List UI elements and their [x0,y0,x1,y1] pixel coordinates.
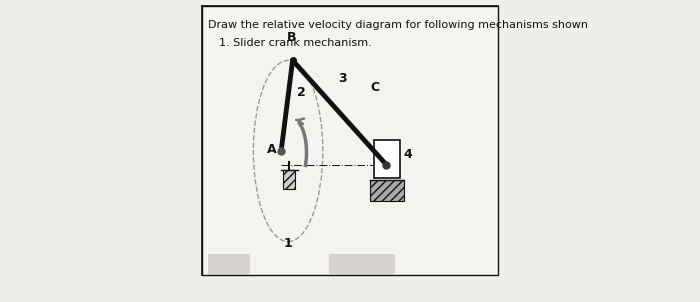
Text: 4: 4 [403,147,412,161]
Bar [374,140,400,178]
Text: A: A [267,143,276,156]
Bar [370,180,405,201]
Bar [329,254,396,275]
Text: C: C [370,81,379,94]
Text: 1: 1 [284,236,293,250]
Text: Draw the relative velocity diagram for following mechanisms shown: Draw the relative velocity diagram for f… [208,20,588,30]
Bar [284,170,295,189]
Text: 1. Slider crank mechanism.: 1. Slider crank mechanism. [218,38,372,48]
Text: B: B [287,31,297,44]
Bar [208,254,251,275]
Text: 2: 2 [298,85,306,99]
Text: 3: 3 [338,72,346,85]
Bar [202,6,498,275]
